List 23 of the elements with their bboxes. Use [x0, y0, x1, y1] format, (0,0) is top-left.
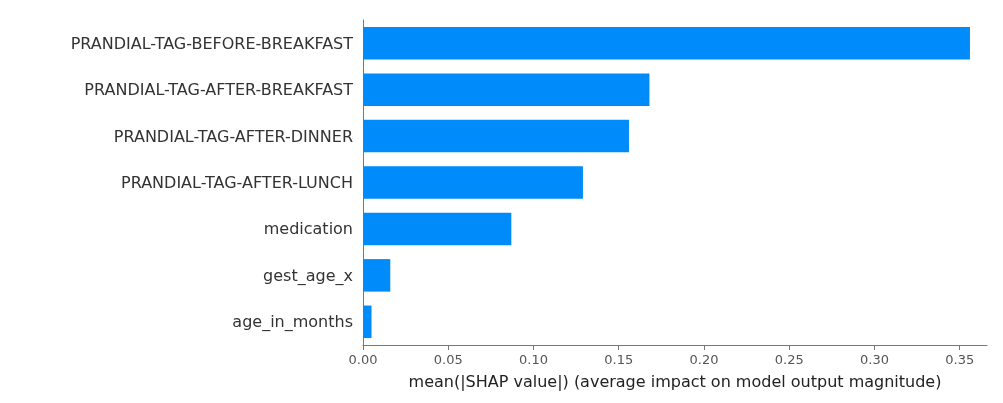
bar [363, 73, 650, 106]
x-tick-label: 0.05 [433, 352, 463, 367]
x-tick-label: 0.15 [604, 352, 634, 367]
x-tick-label: 0.00 [348, 352, 378, 367]
y-tick-label: PRANDIAL-TAG-BEFORE-BREAKFAST [70, 33, 354, 53]
y-tick-label: PRANDIAL-TAG-AFTER-LUNCH [121, 173, 353, 192]
bar [363, 259, 391, 292]
y-tick-label: age_in_months [232, 312, 353, 333]
bar [363, 305, 372, 339]
x-tick-label: 0.30 [860, 352, 889, 367]
bar [363, 26, 970, 60]
bar [363, 119, 629, 153]
x-tick-label: 0.10 [519, 352, 548, 367]
x-axis-title: mean(|SHAP value|) (average impact on model output magnitude) [408, 371, 942, 391]
y-tick-label: gest_age_x [263, 265, 353, 286]
x-tick-label: 0.25 [774, 352, 804, 367]
bar [363, 166, 583, 199]
x-tick-label: 0.35 [945, 352, 975, 367]
y-tick-label: PRANDIAL-TAG-AFTER-BREAKFAST [84, 80, 354, 100]
bar [363, 212, 512, 246]
x-tick-label: 0.20 [689, 352, 719, 367]
y-tick-label: PRANDIAL-TAG-AFTER-DINNER [113, 126, 353, 146]
y-tick-label: medication [263, 219, 353, 239]
